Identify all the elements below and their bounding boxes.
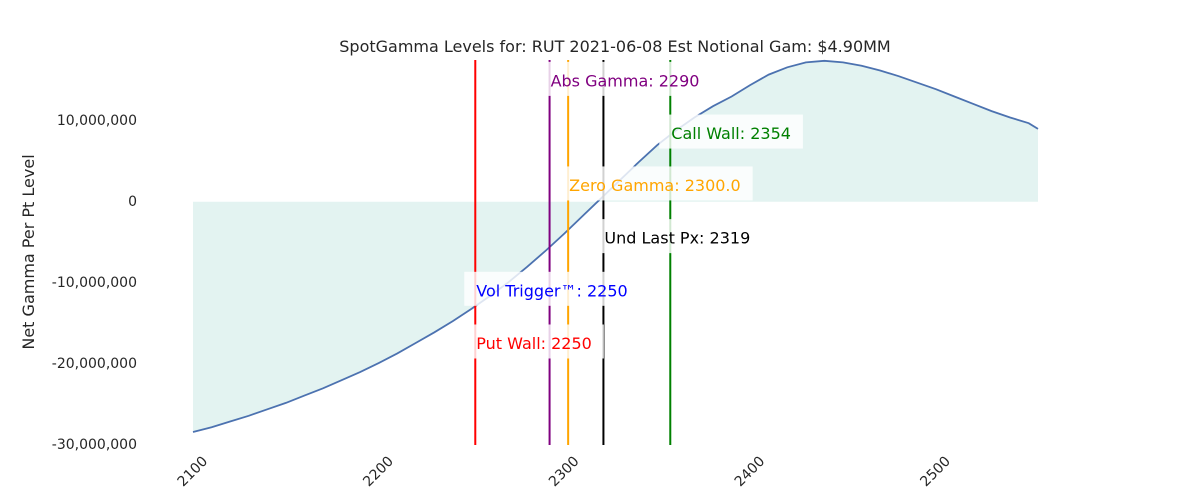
svg-text:Abs Gamma: 2290: Abs Gamma: 2290 (551, 71, 700, 90)
x-tick-label: 2500 (917, 454, 954, 491)
svg-text:Vol Trigger™: 2250: Vol Trigger™: 2250 (476, 281, 627, 300)
y-tick-label: 10,000,000 (57, 113, 137, 129)
svg-text:Und Last Px: 2319: Und Last Px: 2319 (604, 229, 750, 248)
level-label-und-last-px: Und Last Px: 2319 (592, 219, 763, 254)
level-label-abs-gamma: Abs Gamma: 2290 (538, 61, 712, 96)
x-tick-label: 2200 (360, 454, 397, 491)
chart-title: SpotGamma Levels for: RUT 2021-06-08 Est… (339, 37, 890, 56)
level-label-put-wall: Put Wall: 2250 (464, 324, 604, 359)
y-tick-label: -10,000,000 (52, 275, 137, 291)
x-tick-label: 2400 (732, 454, 769, 491)
level-label-zero-gamma: Zero Gamma: 2300.0 (557, 166, 753, 201)
level-labels: Put Wall: 2250 Vol Trigger™: 2250 Abs Gamm… (464, 61, 803, 359)
y-tick-label: -20,000,000 (52, 356, 137, 372)
y-axis-ticks: 10,000,000 0 -10,000,000 -20,000,000 -30,000… (52, 113, 137, 453)
level-label-vol-trigger: Vol Trigger™: 2250 (464, 271, 640, 306)
y-axis-label: Net Gamma Per Pt Level (19, 154, 38, 349)
svg-text:Zero Gamma: 2300.0: Zero Gamma: 2300.0 (569, 176, 741, 195)
y-tick-label: -30,000,000 (52, 437, 137, 453)
svg-text:Put Wall: 2250: Put Wall: 2250 (476, 334, 592, 353)
x-axis-ticks: 2100 2200 2300 2400 2500 (175, 454, 954, 491)
gamma-area-fill (193, 60, 1038, 433)
y-tick-label: 0 (128, 194, 137, 210)
x-tick-label: 2300 (546, 454, 583, 491)
level-label-call-wall: Call Wall: 2354 (659, 114, 803, 149)
x-tick-label: 2100 (175, 454, 212, 491)
svg-text:Call Wall: 2354: Call Wall: 2354 (671, 124, 791, 143)
